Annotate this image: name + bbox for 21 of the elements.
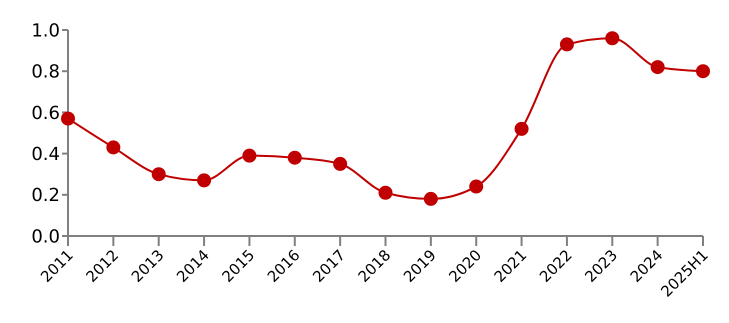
point <box>288 150 302 165</box>
point <box>378 186 392 200</box>
point <box>696 64 710 78</box>
y-tick-label: 0.2 <box>31 185 60 206</box>
point <box>152 167 166 182</box>
y-tick-label: 0.0 <box>31 226 60 248</box>
y-tick-label: 0.6 <box>31 102 60 124</box>
point <box>514 122 529 136</box>
point <box>242 148 256 163</box>
point <box>197 173 212 188</box>
point <box>424 192 438 206</box>
point <box>469 180 484 194</box>
point <box>61 112 75 126</box>
point <box>650 60 665 74</box>
point <box>605 31 620 46</box>
y-tick-label: 1.0 <box>31 20 60 42</box>
point <box>560 37 574 52</box>
point <box>106 140 120 154</box>
point <box>333 156 348 171</box>
y-tick-label: 0.8 <box>31 62 60 83</box>
y-tick-label: 0.4 <box>31 144 60 165</box>
